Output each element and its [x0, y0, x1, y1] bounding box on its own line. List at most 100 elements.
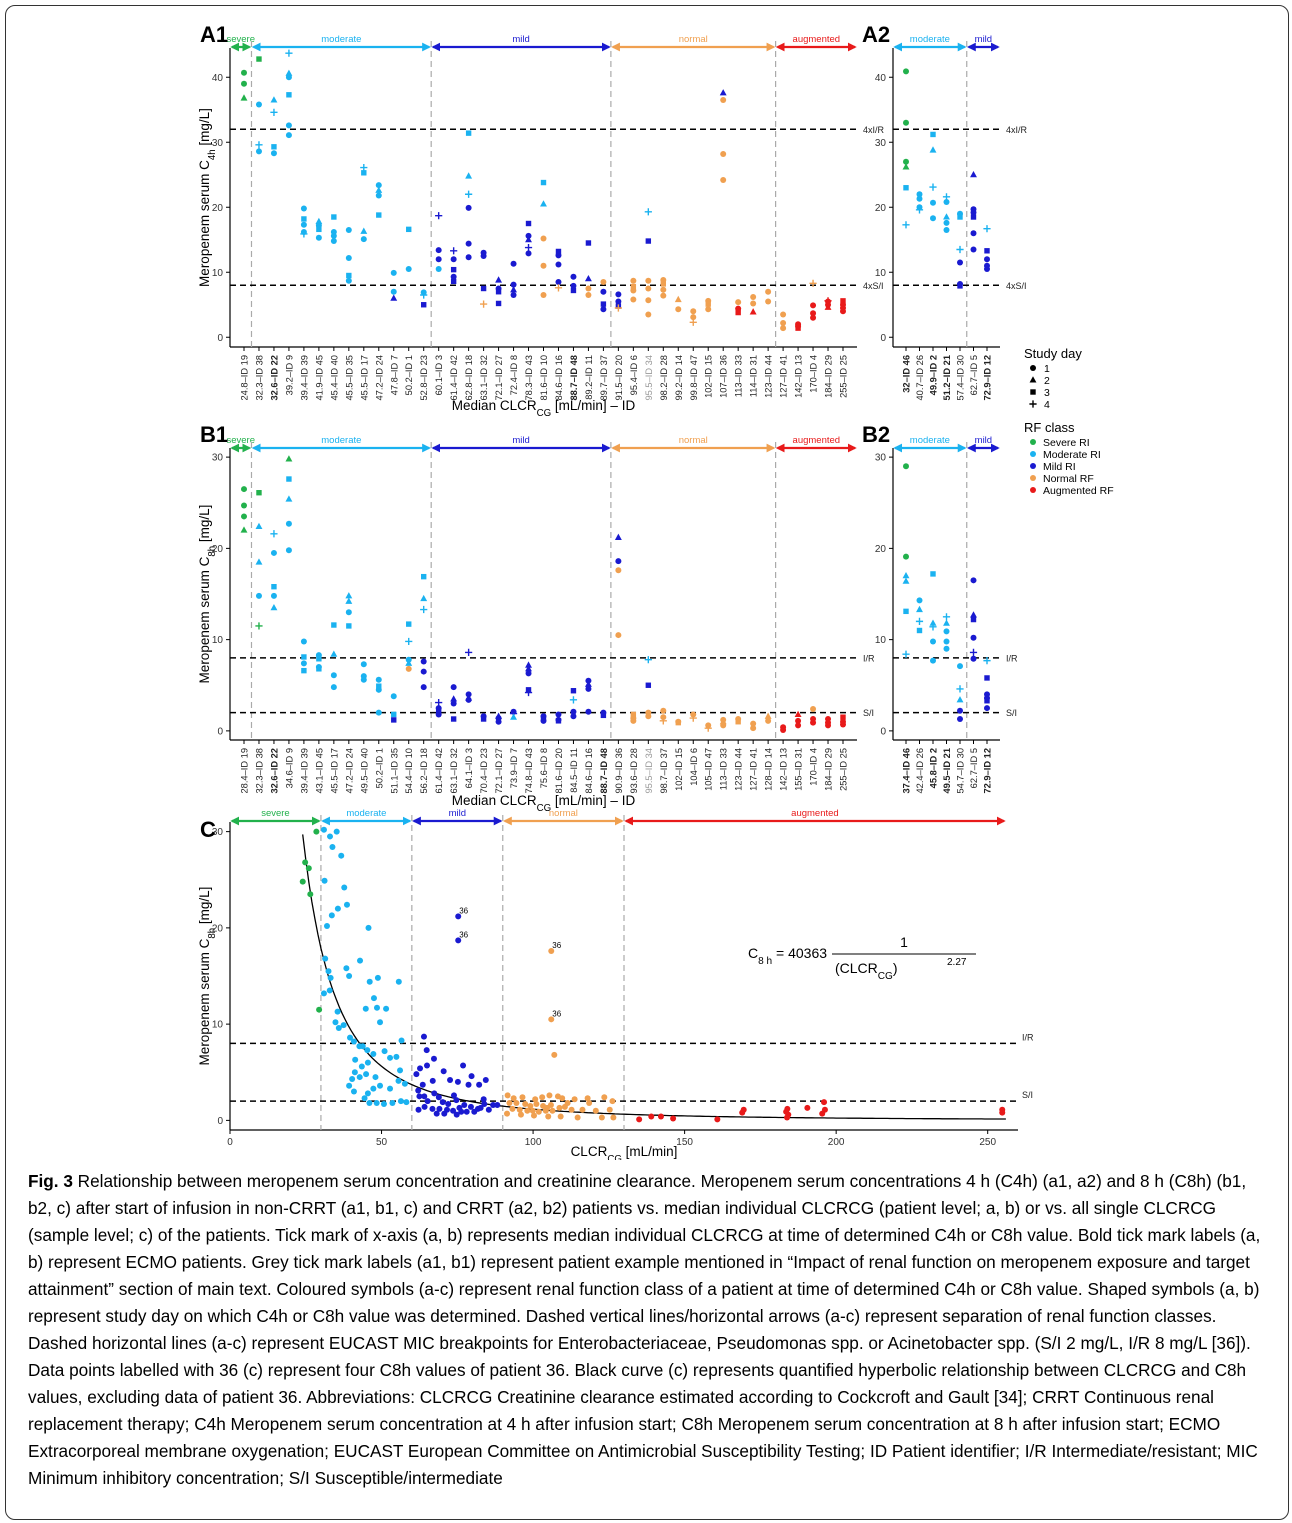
data-point [529, 1107, 536, 1114]
data-point [585, 285, 592, 292]
data-point [570, 273, 577, 280]
data-point [584, 275, 592, 282]
data-point [510, 713, 517, 720]
x-tick-label: 89.2–ID 11 [584, 355, 594, 400]
data-point [270, 592, 277, 599]
data-point [705, 306, 712, 313]
class-label-moderate: moderate [346, 808, 386, 819]
data-point [465, 204, 472, 211]
data-point [255, 592, 262, 599]
data-point [301, 216, 307, 222]
data-point [366, 1100, 373, 1107]
data-point [513, 1100, 520, 1107]
data-point [338, 852, 345, 859]
x-tick-label: 95.5–ID 34 [644, 748, 654, 794]
class-label-moderate: moderate [910, 34, 950, 45]
data-point [450, 247, 458, 255]
data-point [510, 286, 517, 293]
data-point [450, 1107, 457, 1114]
x-tick-label: 39.2–ID 9 [284, 355, 294, 395]
data-point [606, 1106, 613, 1113]
data-point [346, 272, 352, 279]
data-point [381, 1048, 388, 1055]
data-point [307, 891, 314, 898]
data-point [546, 1092, 553, 1099]
data-point [645, 277, 652, 284]
legend-symbol-circle [1030, 365, 1036, 371]
legend-label-rf-class: Severe RI [1043, 437, 1090, 449]
x-tick-label: 84.6–ID 16 [554, 355, 564, 401]
data-point [352, 1056, 359, 1063]
data-point [943, 619, 950, 626]
breakpoint-label: S/I [863, 708, 874, 718]
data-point [916, 191, 923, 198]
x-tick-label: 50.2–ID 1 [404, 355, 414, 395]
data-point [330, 238, 337, 245]
data-point [735, 719, 741, 725]
y-axis-label: Meropenem serum C8h [mg/L] [197, 887, 218, 1066]
data-point [630, 283, 637, 290]
data-point [984, 266, 990, 272]
x-tick-label: 102–ID 15 [704, 355, 714, 398]
data-point [765, 298, 772, 305]
data-point [983, 225, 991, 233]
data-point [316, 666, 322, 672]
legend-label-study-day: 3 [1044, 387, 1050, 399]
data-point [300, 221, 307, 228]
x-tick-label: 123–ID 44 [764, 355, 774, 398]
x-axis-label: Median CLCRCG [mL/min] – ID [452, 398, 636, 419]
data-point [435, 1094, 442, 1101]
x-tick-label: 47.8–ID 7 [389, 355, 399, 395]
x-tick-label: 255–ID 25 [839, 748, 849, 791]
x-tick-label: 114–ID 31 [749, 355, 759, 397]
data-point [302, 859, 309, 866]
data-point [570, 688, 577, 694]
data-point [430, 1055, 437, 1062]
x-tick-label: 99.2–ID 14 [674, 355, 684, 401]
data-point [902, 163, 910, 170]
y-tick-label: 30 [212, 827, 224, 838]
legend-symbol-rf-class [1030, 475, 1036, 481]
data-point [465, 648, 473, 656]
data-point [415, 1106, 422, 1113]
x-tick-label: 72.1–ID 27 [494, 748, 504, 794]
data-point [435, 212, 443, 220]
data-point [903, 68, 909, 75]
x-tick-label: 45.5–ID 17 [359, 355, 369, 401]
data-point [765, 288, 772, 295]
class-label-augmented: augmented [793, 34, 841, 45]
data-point [285, 74, 292, 81]
data-point [328, 912, 335, 919]
data-point [453, 1111, 460, 1118]
y-tick-label: 0 [217, 726, 223, 737]
class-label-mild: mild [512, 34, 529, 45]
data-point [600, 712, 607, 719]
data-point [256, 490, 262, 496]
data-point [516, 1106, 523, 1113]
data-point [556, 1104, 563, 1111]
data-point [764, 712, 772, 719]
class-label-severe: severe [226, 435, 255, 446]
data-point [916, 195, 923, 202]
data-point [335, 1024, 342, 1031]
class-label-moderate: moderate [910, 435, 950, 446]
legend-label-study-day: 4 [1044, 399, 1050, 411]
data-point [285, 455, 293, 462]
data-point [441, 1110, 448, 1117]
data-point [750, 720, 757, 727]
x-tick-label: 49.5–ID 40 [359, 748, 369, 794]
data-point [390, 288, 397, 295]
x-tick-label: 32.6–ID 22 [269, 355, 279, 401]
data-point [690, 308, 697, 315]
data-point [429, 1077, 436, 1084]
data-point [916, 605, 923, 613]
x-tick-label: 93.6–ID 28 [629, 748, 639, 794]
data-point [720, 176, 727, 183]
panel-label: B1 [200, 422, 228, 447]
x-tick-label: 88.7–ID 48 [599, 748, 609, 794]
data-point [970, 634, 977, 641]
data-point [450, 716, 457, 722]
data-point [485, 1106, 492, 1113]
data-point [532, 1096, 539, 1103]
legend-symbol-triangle [1029, 376, 1037, 383]
